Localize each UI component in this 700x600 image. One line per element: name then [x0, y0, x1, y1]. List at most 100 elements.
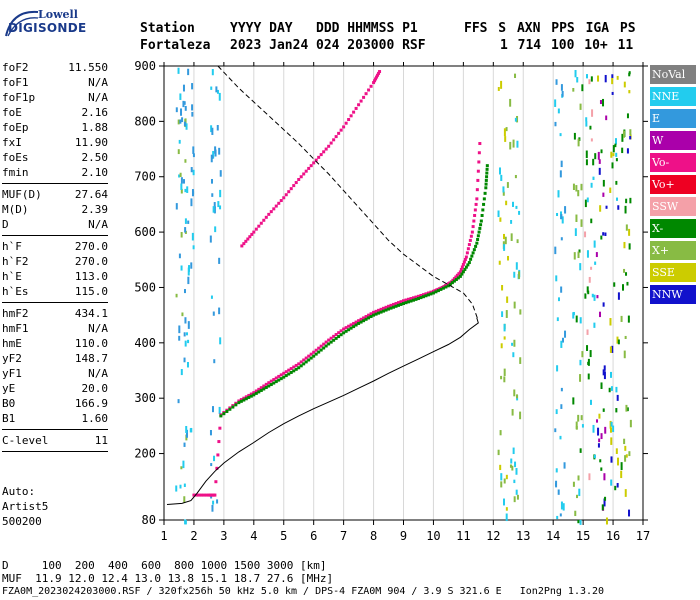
- echo-point: [242, 398, 246, 402]
- noise-dot: [577, 190, 580, 197]
- noise-dot: [602, 369, 605, 376]
- noise-dot: [602, 302, 605, 307]
- echo-point: [339, 333, 343, 337]
- noise-dot: [577, 414, 580, 422]
- noise-dot: [624, 445, 627, 451]
- noise-dot: [588, 473, 591, 481]
- legend-item-x: X-: [650, 219, 696, 238]
- noise-dot: [519, 411, 522, 420]
- echo-point: [244, 239, 248, 243]
- noise-dot: [180, 108, 183, 116]
- echo-point: [460, 265, 464, 269]
- echo-point: [317, 350, 321, 354]
- echo-point: [302, 358, 306, 362]
- noise-dot: [572, 87, 575, 92]
- echo-point: [246, 237, 250, 241]
- noise-dot: [625, 198, 628, 204]
- noise-dot: [610, 479, 613, 486]
- noise-dot: [628, 451, 631, 457]
- echo-point: [379, 307, 383, 311]
- echo-point: [292, 365, 296, 369]
- echo-point: [337, 131, 341, 135]
- noise-dot: [512, 352, 515, 358]
- noise-dot: [516, 239, 519, 244]
- header-value-date: 2023 Jan24: [230, 38, 309, 53]
- footer-muf-row: MUF 11.9 12.0 12.4 13.0 13.8 15.1 18.7 2…: [2, 572, 334, 585]
- noise-dot: [597, 427, 600, 436]
- echo-point: [287, 190, 291, 194]
- noise-dot: [210, 178, 213, 184]
- echo-point: [450, 281, 454, 285]
- noise-dot: [609, 346, 612, 353]
- noise-dot: [178, 174, 181, 178]
- echo-point: [399, 302, 403, 306]
- noise-dot: [191, 111, 194, 117]
- noise-dot: [503, 323, 506, 332]
- param-row-b1: B1 1.60: [2, 411, 108, 426]
- noise-dot: [600, 235, 603, 240]
- echo-point: [247, 395, 251, 399]
- noise-dot: [599, 311, 602, 318]
- echo-point: [441, 286, 445, 290]
- legend: NoVal NNE E W Vo- Vo+ SSW X- X+ SSE NNW: [650, 65, 696, 307]
- echo-point: [347, 118, 351, 122]
- param-value: 1.60: [81, 412, 109, 425]
- echo-point: [467, 261, 471, 265]
- noise-dot: [610, 437, 613, 445]
- noise-dot: [610, 456, 613, 463]
- param-value: 270.0: [74, 240, 108, 253]
- x-tick-label: 3: [220, 529, 227, 543]
- y-tick-label: 400: [134, 336, 156, 350]
- echo-point: [277, 374, 281, 378]
- echo-point: [379, 310, 383, 314]
- echo-point: [475, 197, 479, 201]
- echo-point: [289, 370, 293, 374]
- param-name: D: [2, 218, 9, 231]
- noise-dot: [624, 489, 627, 497]
- echo-point: [354, 106, 358, 110]
- noise-dot: [609, 318, 612, 326]
- legend-item-e: E: [650, 109, 696, 128]
- noise-dot: [182, 100, 185, 108]
- echo-point: [216, 453, 220, 457]
- noise-dot: [605, 205, 608, 209]
- echo-point: [387, 307, 391, 311]
- noise-dot: [182, 84, 185, 92]
- echo-point: [317, 346, 321, 350]
- noise-dot: [596, 295, 599, 299]
- echo-point: [455, 273, 459, 277]
- noise-dot: [615, 158, 618, 162]
- param-name: fxI: [2, 136, 22, 149]
- echo-point: [307, 358, 311, 362]
- noise-dot: [216, 89, 219, 94]
- noise-dot: [605, 115, 608, 121]
- noise-dot: [626, 113, 629, 119]
- noise-dot: [503, 478, 506, 484]
- noise-dot: [574, 510, 577, 517]
- noise-dot: [622, 130, 625, 138]
- footer-distance-row: D 100 200 400 600 800 1000 1500 3000 [km…: [2, 559, 327, 572]
- noise-dot: [504, 136, 507, 142]
- noise-dot: [600, 149, 603, 154]
- param-name: foEs: [2, 151, 29, 164]
- echo-point: [269, 383, 273, 387]
- noise-dot: [599, 205, 602, 212]
- noise-dot: [576, 494, 579, 499]
- echo-point: [264, 382, 268, 386]
- noise-dot: [593, 322, 596, 328]
- echo-point: [299, 360, 303, 364]
- echo-point: [375, 75, 379, 79]
- noise-dot: [513, 389, 516, 397]
- echo-point: [409, 299, 413, 303]
- echo-point: [359, 99, 363, 103]
- noise-dot: [497, 449, 500, 456]
- noise-dot: [593, 454, 596, 459]
- echo-point: [342, 331, 346, 335]
- noise-dot: [585, 117, 588, 122]
- echo-point: [378, 70, 382, 74]
- echo-point: [215, 466, 219, 470]
- noise-dot: [626, 407, 629, 412]
- noise-dot: [593, 294, 596, 301]
- noise-dot: [503, 128, 506, 137]
- param-row-hf2: h`F2 270.0: [2, 254, 108, 269]
